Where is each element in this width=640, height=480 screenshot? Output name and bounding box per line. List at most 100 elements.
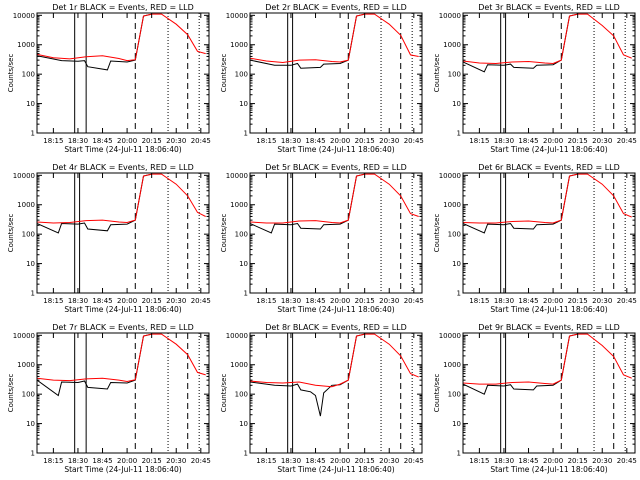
x-tick-label: 18:15 [43, 457, 63, 465]
x-tick-label: 18:15 [256, 297, 276, 305]
y-tick-label: 100 [448, 391, 461, 399]
x-tick-label: 20:00 [543, 137, 563, 145]
x-tick-label: 20:00 [330, 297, 350, 305]
y-tick-label: 1 [244, 130, 248, 138]
x-tick-label: 20:30 [166, 137, 186, 145]
y-tick-label: 10 [26, 100, 35, 108]
x-tick-label: 18:30 [494, 457, 514, 465]
y-tick-label: 1 [457, 450, 461, 458]
y-tick-label: 1 [31, 130, 35, 138]
plot-frame [249, 332, 423, 454]
plot-frame [462, 12, 636, 134]
plot-frame [462, 172, 636, 294]
y-tick-label: 100 [448, 231, 461, 239]
y-axis-label: Counts/sec [220, 374, 228, 413]
y-tick-label: 100 [22, 71, 35, 79]
plot-frame [249, 172, 423, 294]
plot-frame [249, 12, 423, 134]
events-series-line [250, 173, 365, 234]
x-axis-label: Start Time (24-Jul-11 18:06:40) [277, 305, 394, 314]
panel-title: Det 3r BLACK = Events, RED = LLD [478, 3, 620, 12]
events-series-line [250, 333, 365, 417]
y-tick-label: 100 [22, 231, 35, 239]
y-tick-label: 10000 [13, 332, 35, 340]
detector-panel: 1 10 100 1000 10000 18:15 18:30 18:45 20:00 20:15… [7, 163, 211, 314]
x-tick-label: 20:30 [379, 457, 399, 465]
y-tick-label: 10 [26, 260, 35, 268]
y-tick-label: 1000 [443, 41, 461, 49]
y-axis-label: Counts/sec [220, 214, 228, 253]
x-axis-label: Start Time (24-Jul-11 18:06:40) [490, 305, 607, 314]
detector-panel: 1 10 100 1000 10000 18:15 18:30 18:45 20:00 20:15… [7, 3, 211, 154]
x-tick-label: 18:45 [305, 297, 325, 305]
x-tick-label: 18:15 [256, 137, 276, 145]
x-tick-label: 18:15 [256, 457, 276, 465]
x-axis-label: Start Time (24-Jul-11 18:06:40) [64, 145, 181, 154]
y-axis-label: Counts/sec [433, 374, 441, 413]
panel-title: Det 4r BLACK = Events, RED = LLD [52, 163, 194, 172]
x-tick-label: 20:15 [142, 457, 162, 465]
x-tick-label: 18:30 [281, 137, 301, 145]
x-tick-label: 20:00 [330, 137, 350, 145]
x-axis-label: Start Time (24-Jul-11 18:06:40) [64, 465, 181, 474]
y-tick-label: 10000 [226, 332, 248, 340]
x-tick-label: 20:45 [191, 137, 211, 145]
detector-panel: 1 10 100 1000 10000 18:15 18:30 18:45 20:00 20:15… [220, 323, 424, 474]
x-tick-label: 18:45 [92, 297, 112, 305]
y-tick-label: 100 [235, 71, 248, 79]
x-tick-label: 20:15 [355, 457, 375, 465]
y-tick-label: 10000 [226, 12, 248, 20]
events-series-line [37, 173, 152, 234]
y-tick-label: 10 [452, 420, 461, 428]
y-tick-label: 10 [452, 260, 461, 268]
x-tick-label: 20:45 [404, 297, 424, 305]
x-tick-label: 20:45 [404, 457, 424, 465]
x-tick-label: 20:30 [592, 297, 612, 305]
y-tick-label: 1000 [17, 201, 35, 209]
x-tick-label: 18:45 [518, 137, 538, 145]
y-tick-label: 10 [239, 100, 248, 108]
y-tick-label: 1 [457, 130, 461, 138]
y-tick-label: 100 [448, 71, 461, 79]
x-tick-label: 18:30 [68, 137, 88, 145]
y-axis-label: Counts/sec [7, 374, 15, 413]
y-tick-label: 10 [239, 260, 248, 268]
lld-series-line [463, 173, 632, 224]
panel-title: Det 5r BLACK = Events, RED = LLD [265, 163, 407, 172]
y-tick-label: 1 [244, 450, 248, 458]
x-axis-label: Start Time (24-Jul-11 18:06:40) [64, 305, 181, 314]
x-tick-label: 18:15 [43, 137, 63, 145]
x-tick-label: 20:45 [404, 137, 424, 145]
y-tick-label: 1 [31, 450, 35, 458]
x-tick-label: 20:45 [617, 297, 637, 305]
x-tick-label: 18:30 [281, 457, 301, 465]
x-tick-label: 20:30 [379, 297, 399, 305]
x-tick-label: 18:45 [92, 137, 112, 145]
x-axis-label: Start Time (24-Jul-11 18:06:40) [490, 465, 607, 474]
x-tick-label: 20:00 [330, 457, 350, 465]
events-series-line [37, 333, 152, 397]
y-tick-label: 100 [235, 231, 248, 239]
panel-title: Det 8r BLACK = Events, RED = LLD [265, 323, 407, 332]
x-tick-label: 20:15 [142, 297, 162, 305]
x-tick-label: 20:00 [117, 457, 137, 465]
events-series-line [463, 333, 578, 395]
x-tick-label: 18:15 [469, 137, 489, 145]
x-tick-label: 18:45 [92, 457, 112, 465]
y-tick-label: 1000 [230, 361, 248, 369]
y-tick-label: 1000 [443, 201, 461, 209]
x-tick-label: 18:30 [68, 457, 88, 465]
y-tick-label: 10000 [226, 172, 248, 180]
x-tick-label: 20:30 [379, 137, 399, 145]
x-tick-label: 18:15 [469, 457, 489, 465]
panel-title: Det 1r BLACK = Events, RED = LLD [52, 3, 194, 12]
y-axis-label: Counts/sec [7, 54, 15, 93]
events-series-line [463, 173, 578, 234]
y-tick-label: 10000 [439, 172, 461, 180]
x-tick-label: 18:45 [305, 137, 325, 145]
y-tick-label: 10000 [13, 172, 35, 180]
x-axis-label: Start Time (24-Jul-11 18:06:40) [277, 145, 394, 154]
x-tick-label: 20:45 [191, 297, 211, 305]
y-tick-label: 10 [239, 420, 248, 428]
y-tick-label: 1 [457, 290, 461, 298]
